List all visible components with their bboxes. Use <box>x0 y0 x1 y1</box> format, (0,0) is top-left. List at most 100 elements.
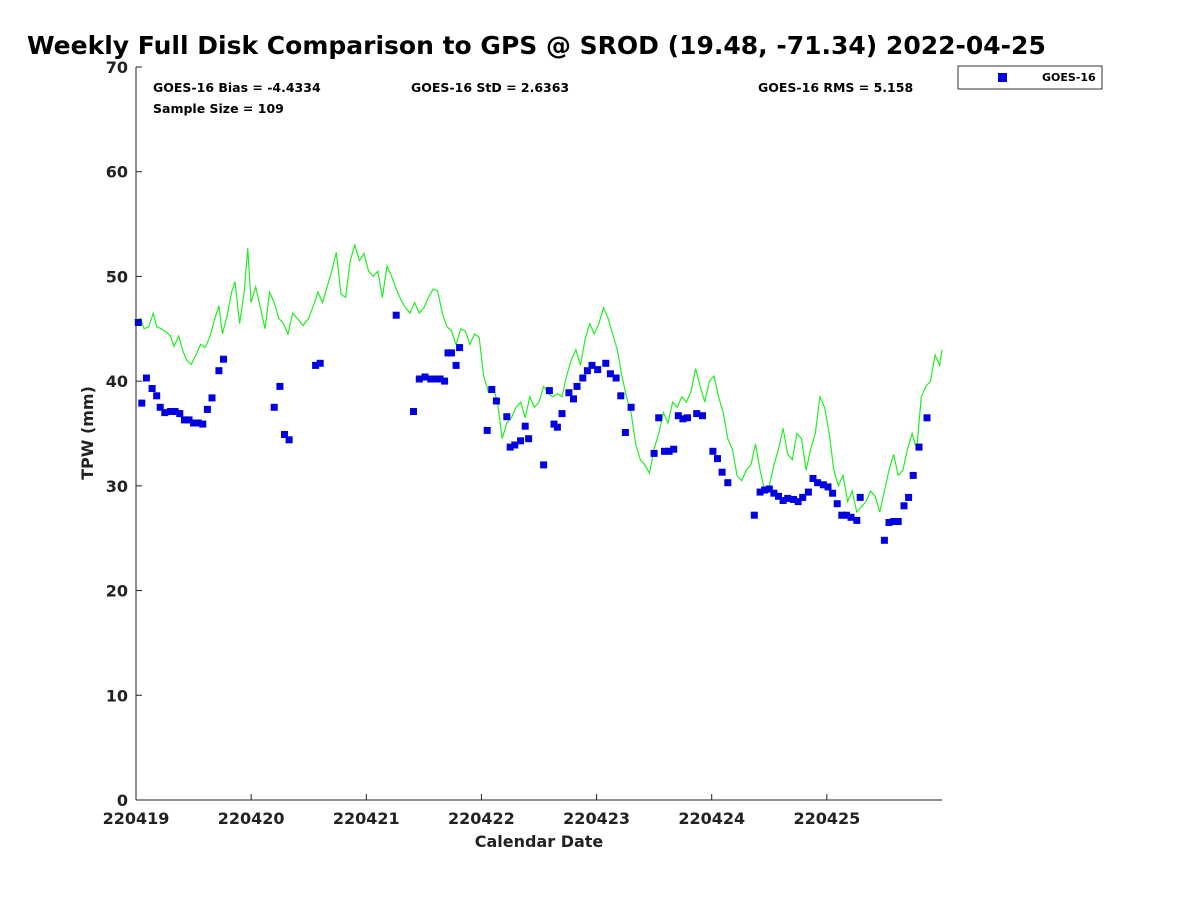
goes16-point <box>199 420 207 428</box>
goes16-point <box>441 377 449 385</box>
goes16-point <box>804 488 812 496</box>
y-tick-label: 30 <box>106 477 128 496</box>
goes16-point <box>790 496 797 503</box>
goes16-point <box>621 429 629 436</box>
goes16-point <box>570 395 577 403</box>
goes16-point <box>661 447 668 455</box>
goes16-point <box>421 373 429 381</box>
goes16-point <box>448 349 455 357</box>
goes16-point <box>558 410 566 418</box>
goes16-point <box>545 387 553 395</box>
x-tick-label: 220419 <box>103 809 170 828</box>
sample-size-stat: Sample Size = 109 <box>153 101 284 116</box>
goes16-point <box>784 494 792 502</box>
goes16-point <box>316 359 324 367</box>
goes16-point <box>203 405 211 413</box>
goes16-point <box>176 410 184 418</box>
legend-marker <box>998 73 1007 82</box>
goes16-point <box>276 382 284 390</box>
goes16-point <box>579 374 587 382</box>
goes16-point <box>521 422 529 430</box>
goes16-point <box>553 423 561 431</box>
y-axis-ticks: 0 10 20 30 40 50 60 70 <box>106 58 142 810</box>
goes16-point <box>185 416 193 424</box>
goes16-point <box>488 386 496 393</box>
goes16-point <box>167 408 174 415</box>
goes16-point <box>814 479 822 487</box>
goes16-point <box>142 374 150 382</box>
goes16-point <box>220 355 227 363</box>
goes16-point <box>194 419 202 427</box>
x-tick-label: 220425 <box>793 809 860 828</box>
goes16-point <box>838 511 846 519</box>
x-axis-label: Calendar Date <box>475 832 604 851</box>
goes16-point <box>650 449 658 457</box>
goes16-point <box>573 382 581 390</box>
bias-stat: GOES-16 Bias = -4.4334 <box>153 80 321 95</box>
goes16-point <box>452 361 460 369</box>
goes16-point <box>134 319 142 326</box>
goes16-point <box>503 413 511 421</box>
goes16-point <box>525 435 533 443</box>
goes16-point <box>492 397 500 405</box>
goes16-point <box>724 479 732 487</box>
goes16-point <box>890 518 898 525</box>
goes16-point <box>679 415 687 423</box>
goes16-point <box>909 471 917 479</box>
y-tick-label: 50 <box>106 267 128 286</box>
goes16-point <box>456 344 464 352</box>
goes16-point <box>588 361 596 369</box>
goes16-point <box>431 375 439 383</box>
goes16-point <box>880 536 888 544</box>
goes16-point <box>775 492 782 500</box>
goes16-point <box>684 414 691 422</box>
goes16-point <box>853 516 861 524</box>
goes16-point <box>606 370 614 378</box>
goes16-point <box>506 443 514 451</box>
goes16-point <box>894 518 902 525</box>
goes16-point <box>602 359 610 367</box>
goes16-point <box>148 385 156 392</box>
y-tick-label: 0 <box>117 791 128 810</box>
goes16-point <box>794 498 802 506</box>
goes16-point <box>517 437 525 445</box>
goes16-point <box>670 445 678 453</box>
goes16-point <box>761 486 769 494</box>
goes16-point <box>612 374 620 382</box>
goes16-point <box>905 493 913 501</box>
goes16-point <box>208 394 216 402</box>
x-tick-label: 220424 <box>678 809 745 828</box>
goes16-point <box>718 468 726 476</box>
y-axis-label: TPW (mm) <box>78 386 97 480</box>
goes16-point <box>617 392 625 400</box>
rms-stat: GOES-16 RMS = 5.158 <box>758 80 913 95</box>
goes16-point <box>540 461 548 469</box>
goes16-point <box>583 367 591 375</box>
goes16-point <box>756 488 764 496</box>
goes16-point <box>156 403 164 411</box>
x-tick-label: 220421 <box>333 809 400 828</box>
goes16-point <box>215 367 223 375</box>
goes16-point <box>436 375 444 383</box>
goes16-point <box>809 475 817 482</box>
goes16-point <box>511 441 519 449</box>
goes16-point <box>915 443 923 451</box>
goes16-point <box>655 414 663 422</box>
goes16-point <box>270 403 278 411</box>
y-tick-label: 20 <box>106 582 128 601</box>
goes16-point <box>180 416 188 424</box>
legend-label: GOES-16 <box>1042 71 1096 84</box>
y-tick-label: 40 <box>106 372 128 391</box>
goes16-point <box>427 375 435 383</box>
goes16-point <box>900 502 908 510</box>
y-tick-label: 70 <box>106 58 128 77</box>
goes16-point <box>847 513 855 521</box>
goes16-point <box>770 489 778 497</box>
y-tick-label: 60 <box>106 163 128 182</box>
std-stat: GOES-16 StD = 2.6363 <box>411 80 569 95</box>
goes16-series <box>134 311 931 544</box>
goes16-point <box>392 311 400 319</box>
goes16-point <box>833 500 841 508</box>
goes16-point <box>312 361 320 369</box>
